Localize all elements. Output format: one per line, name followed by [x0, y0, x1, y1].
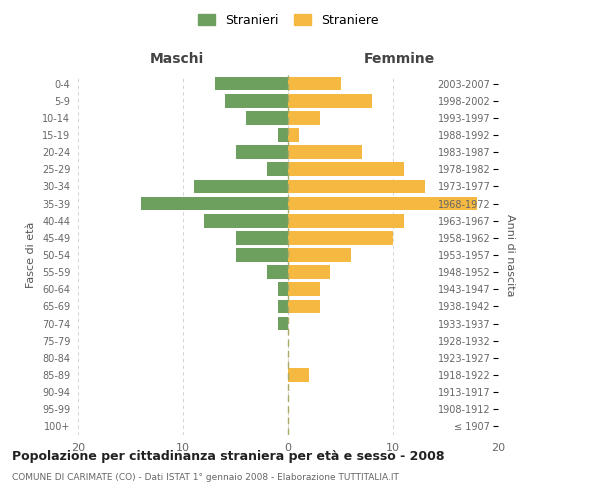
Bar [288, 196, 477, 210]
Bar [277, 300, 288, 314]
Bar [288, 282, 320, 296]
Bar [288, 76, 341, 90]
Bar [277, 316, 288, 330]
Bar [235, 146, 288, 159]
Bar [288, 94, 372, 108]
Bar [288, 300, 320, 314]
Bar [215, 76, 288, 90]
Text: Femmine: Femmine [364, 52, 434, 66]
Y-axis label: Fasce di età: Fasce di età [26, 222, 37, 288]
Legend: Stranieri, Straniere: Stranieri, Straniere [195, 11, 381, 29]
Bar [267, 162, 288, 176]
Bar [267, 266, 288, 279]
Bar [235, 248, 288, 262]
Bar [288, 368, 309, 382]
Y-axis label: Anni di nascita: Anni di nascita [505, 214, 515, 296]
Bar [288, 266, 330, 279]
Bar [288, 248, 351, 262]
Bar [235, 231, 288, 244]
Bar [277, 128, 288, 142]
Text: Popolazione per cittadinanza straniera per età e sesso - 2008: Popolazione per cittadinanza straniera p… [12, 450, 445, 463]
Text: Maschi: Maschi [150, 52, 204, 66]
Bar [288, 231, 393, 244]
Bar [288, 214, 404, 228]
Text: COMUNE DI CARIMATE (CO) - Dati ISTAT 1° gennaio 2008 - Elaborazione TUTTITALIA.I: COMUNE DI CARIMATE (CO) - Dati ISTAT 1° … [12, 472, 399, 482]
Bar [288, 128, 299, 142]
Bar [288, 111, 320, 124]
Bar [246, 111, 288, 124]
Bar [288, 162, 404, 176]
Bar [141, 196, 288, 210]
Bar [288, 146, 361, 159]
Bar [288, 180, 425, 194]
Bar [204, 214, 288, 228]
Bar [277, 282, 288, 296]
Bar [193, 180, 288, 194]
Bar [225, 94, 288, 108]
